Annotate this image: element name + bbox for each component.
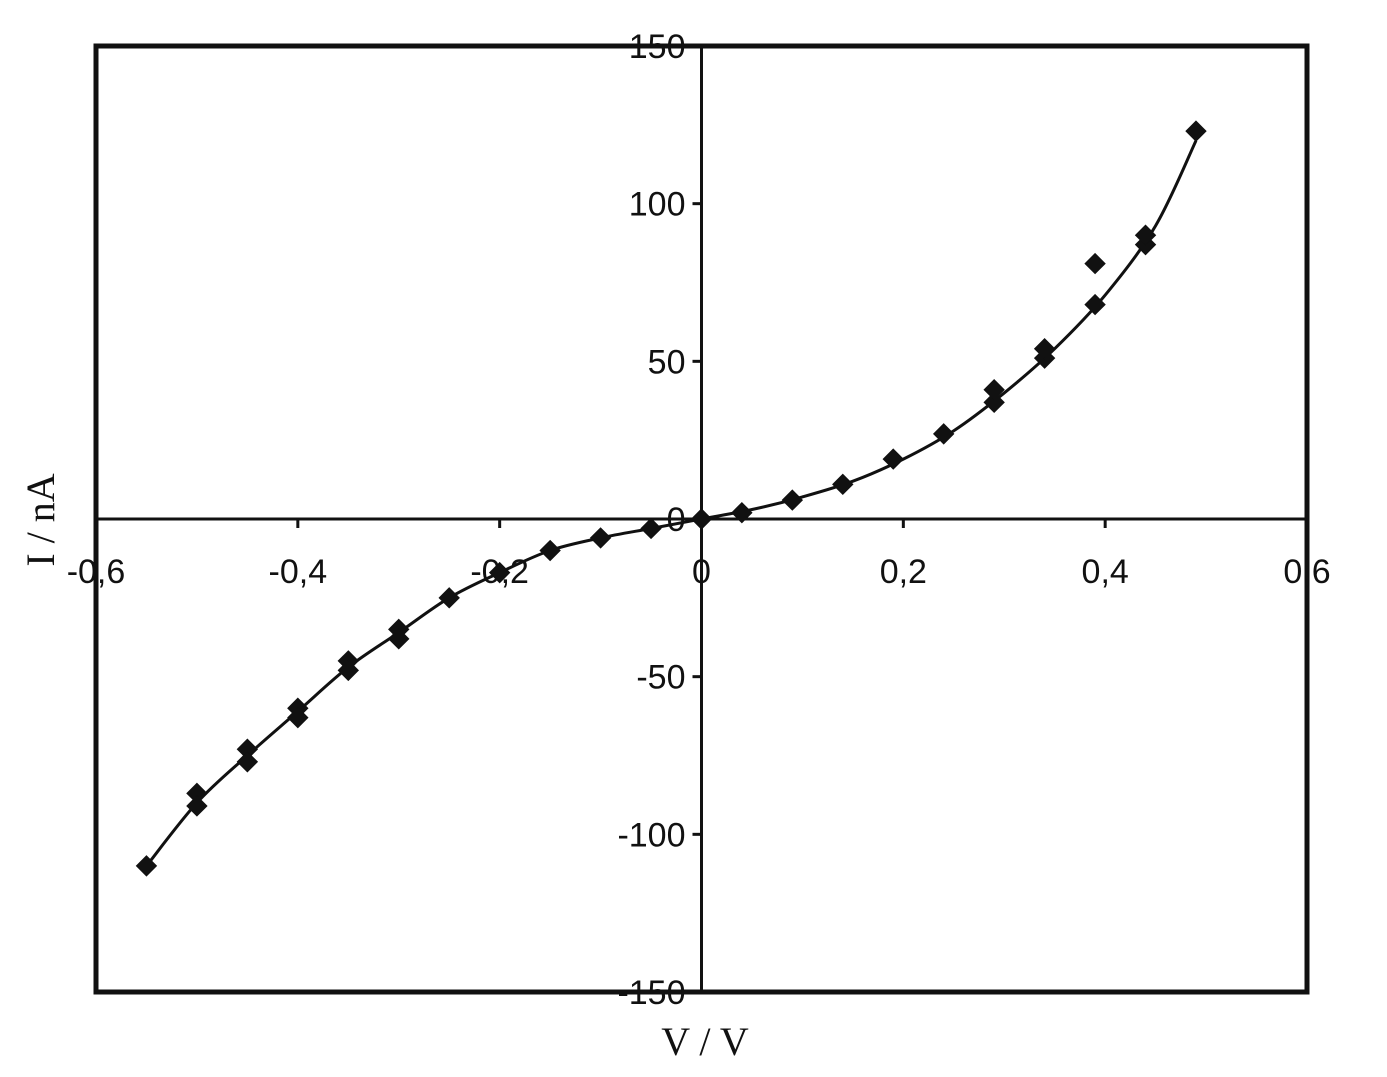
x-tick-label: 0,4 <box>1082 553 1129 591</box>
data-points-layer <box>135 120 1207 877</box>
x-tick-label: 0,2 <box>880 553 927 591</box>
data-point <box>690 508 713 530</box>
data-point <box>882 448 904 470</box>
data-point <box>388 628 410 650</box>
data-point <box>539 539 561 562</box>
x-tick-label: -0,4 <box>269 553 328 591</box>
data-point <box>488 561 511 584</box>
data-point <box>337 659 359 682</box>
data-point <box>1084 252 1106 275</box>
x-tick-label: 0 <box>692 553 711 591</box>
data-point <box>1084 293 1106 316</box>
data-point <box>1185 120 1207 142</box>
data-point <box>589 527 612 549</box>
x-tick-label: -0,6 <box>67 553 126 591</box>
y-axis-title: I / nA <box>18 473 63 566</box>
data-point <box>438 587 460 609</box>
y-tick-label: 50 <box>648 343 686 381</box>
y-tick-label: -100 <box>617 816 685 854</box>
x-axis-title: V / V <box>661 1019 749 1064</box>
y-tick-label: -50 <box>636 659 685 697</box>
data-point <box>983 379 1005 401</box>
data-point <box>640 517 662 540</box>
data-point <box>1033 338 1056 360</box>
data-point <box>731 501 753 524</box>
data-point <box>186 795 208 817</box>
x-tick-label: 0,6 <box>1283 553 1330 591</box>
y-tick-label: -150 <box>617 974 685 1012</box>
data-point <box>236 751 259 773</box>
data-point <box>1134 224 1157 246</box>
data-point <box>135 855 158 877</box>
data-point <box>932 423 955 445</box>
y-tick-label: 100 <box>629 186 686 224</box>
data-point <box>983 391 1005 414</box>
y-tick-label: 150 <box>629 28 686 66</box>
data-point <box>832 473 854 496</box>
data-point <box>781 489 804 511</box>
y-tick-label: 0 <box>667 501 686 539</box>
data-point <box>287 706 309 729</box>
